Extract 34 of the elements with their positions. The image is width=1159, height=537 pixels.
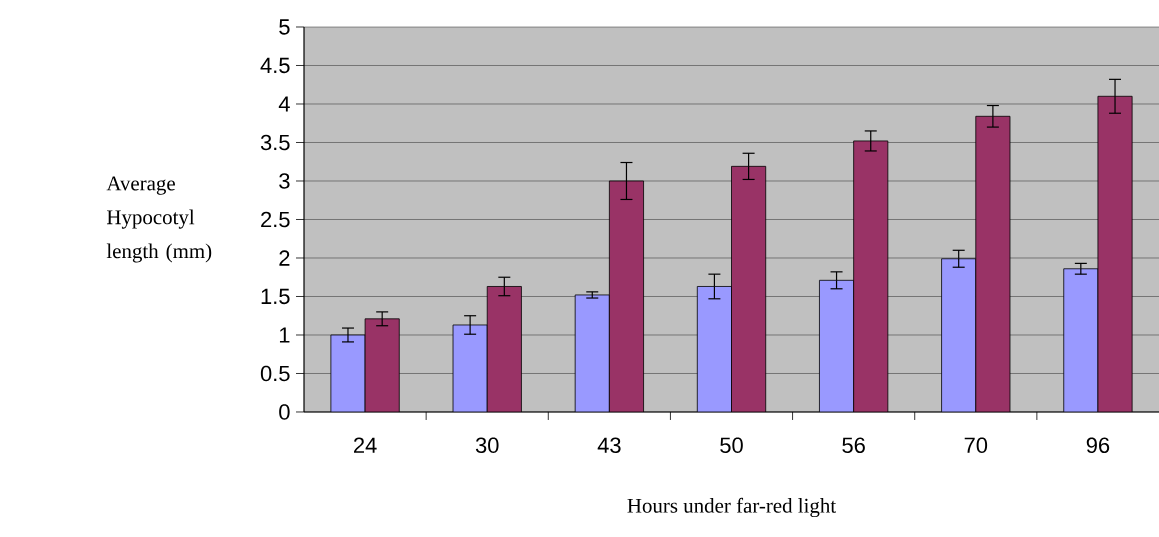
- x-tick-label: 24: [354, 437, 377, 453]
- y-tick-label: 2: [279, 250, 290, 266]
- bar: [330, 334, 366, 412]
- y-tick-label: 1: [279, 327, 290, 343]
- x-tick-label: 70: [964, 437, 988, 454]
- bar: [975, 116, 1010, 412]
- y-tick-label: 5: [279, 19, 290, 35]
- y-tick-label: 1.5: [261, 288, 290, 305]
- bar: [453, 324, 488, 412]
- x-tick-label: 56: [842, 437, 865, 454]
- y-tick-label: 3.5: [260, 134, 290, 151]
- y-tick-label: 4.5: [260, 57, 290, 74]
- y-tick-label: 4: [278, 96, 290, 112]
- bar: [1097, 95, 1133, 412]
- bar: [487, 286, 522, 412]
- bar: [819, 280, 854, 412]
- bar: [575, 294, 610, 412]
- x-tick-label: 30: [475, 437, 499, 454]
- y-tick-label: 3: [279, 173, 290, 189]
- bar: [1063, 268, 1099, 412]
- y-tick-label: 0: [279, 404, 290, 420]
- bar: [941, 258, 976, 412]
- x-tick-label: 43: [597, 437, 621, 454]
- x-tick-label: 50: [720, 437, 743, 454]
- x-axis-title: Hours under far-red light: [627, 497, 837, 518]
- y-tick-label: 2.5: [261, 211, 290, 228]
- x-tick-label: 96: [1086, 437, 1110, 454]
- bar: [609, 180, 644, 412]
- bar: [731, 166, 766, 412]
- y-axis-title: Average Hypocotyl length (mm): [106, 176, 212, 263]
- y-tick-label: 0.5: [260, 365, 290, 382]
- bar: [853, 140, 888, 412]
- bar: [365, 318, 400, 412]
- bar: [697, 286, 732, 412]
